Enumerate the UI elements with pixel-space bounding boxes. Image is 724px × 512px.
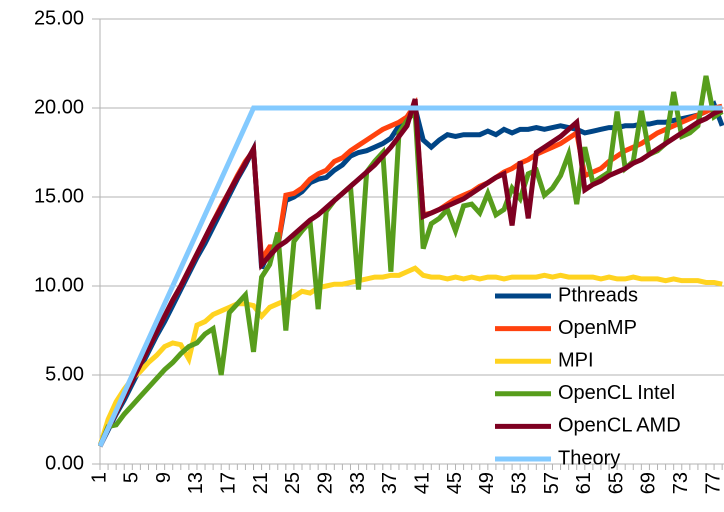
x-tick-label: 53 (508, 472, 530, 494)
legend-label: Theory (558, 447, 620, 469)
x-tick-label: 41 (411, 472, 433, 494)
x-tick-label: 25 (282, 472, 304, 494)
legend: Pthreads OpenMP MPI OpenCL Intel OpenCL AMD T… (495, 284, 681, 469)
x-tick-label: 69 (638, 472, 660, 494)
series-line (98, 105, 723, 448)
legend-label: MPI (558, 349, 594, 371)
x-tick-label: 57 (541, 472, 563, 494)
plot-area (98, 75, 724, 448)
legend-label: OpenCL AMD (558, 415, 681, 437)
legend-label: OpenCL Intel (558, 382, 675, 404)
x-tick-label: 13 (185, 472, 207, 494)
x-tick-label: 49 (476, 472, 498, 494)
y-tick-label: 10.00 (34, 274, 84, 296)
x-tick-label: 73 (670, 472, 692, 494)
grid: 0.00 5.00 10.00 15.00 20.00 25.00 1 5 9 13 17 21 25 2… (34, 7, 724, 494)
x-tick-label: 21 (250, 472, 272, 494)
x-tick-label: 77 (702, 472, 724, 494)
x-tick-label: 37 (379, 472, 401, 494)
x-tick-label: 65 (605, 472, 627, 494)
y-tick-label: 20.00 (34, 96, 84, 118)
series-line (98, 98, 724, 448)
x-tick-label: 9 (153, 472, 175, 483)
x-tick-label: 45 (444, 472, 466, 494)
x-tick-label: 5 (121, 472, 143, 483)
x-tick-label: 17 (218, 472, 240, 494)
y-tick-label: 25.00 (34, 7, 84, 29)
x-tick-label: 1 (88, 472, 110, 483)
series-line (98, 265, 723, 447)
y-tick-label: 5.00 (45, 363, 84, 385)
legend-label: Pthreads (558, 284, 638, 306)
legend-label: OpenMP (558, 317, 637, 339)
y-tick-label: 0.00 (45, 452, 84, 474)
x-tick-label: 33 (347, 472, 369, 494)
x-tick-label: 29 (315, 472, 337, 494)
x-tick-label: 61 (573, 472, 595, 494)
y-tick-label: 15.00 (34, 185, 84, 207)
